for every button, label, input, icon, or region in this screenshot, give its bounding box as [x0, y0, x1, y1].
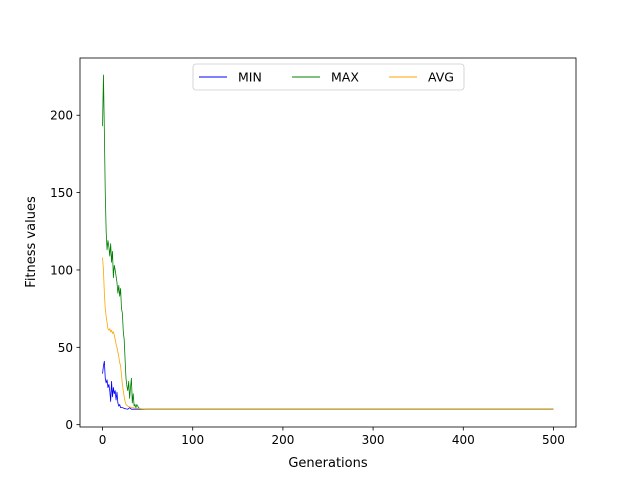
axes: 0 100 200 300 400 500 0 50 100 150 200 — [50, 57, 577, 447]
y-tick-label-200: 200 — [50, 109, 73, 123]
x-tick-label-0: 0 — [99, 433, 107, 447]
y-tick-label-50: 50 — [58, 341, 73, 355]
legend-label-min: MIN — [238, 70, 262, 85]
x-tick-label-200: 200 — [271, 433, 294, 447]
x-axis-label: Generations — [288, 456, 368, 471]
y-tick-label-150: 150 — [50, 186, 73, 200]
axes-frame — [79, 57, 577, 428]
legend-label-max: MAX — [331, 70, 359, 85]
legend: MIN MAX AVG — [192, 63, 465, 91]
series-line-max — [102, 74, 554, 410]
y-axis-label: Fitness values — [24, 196, 39, 288]
series-line-avg — [102, 257, 554, 410]
x-tick-label-300: 300 — [362, 433, 385, 447]
plot-area — [102, 74, 554, 410]
x-tick-label-400: 400 — [452, 433, 475, 447]
x-tick-label-100: 100 — [181, 433, 204, 447]
series-line-min — [102, 360, 554, 410]
y-tick-label-100: 100 — [50, 263, 73, 277]
legend-label-avg: AVG — [428, 70, 454, 85]
y-tick-label-0: 0 — [65, 418, 73, 432]
x-tick-label-500: 500 — [542, 433, 565, 447]
legend-box — [192, 63, 465, 91]
